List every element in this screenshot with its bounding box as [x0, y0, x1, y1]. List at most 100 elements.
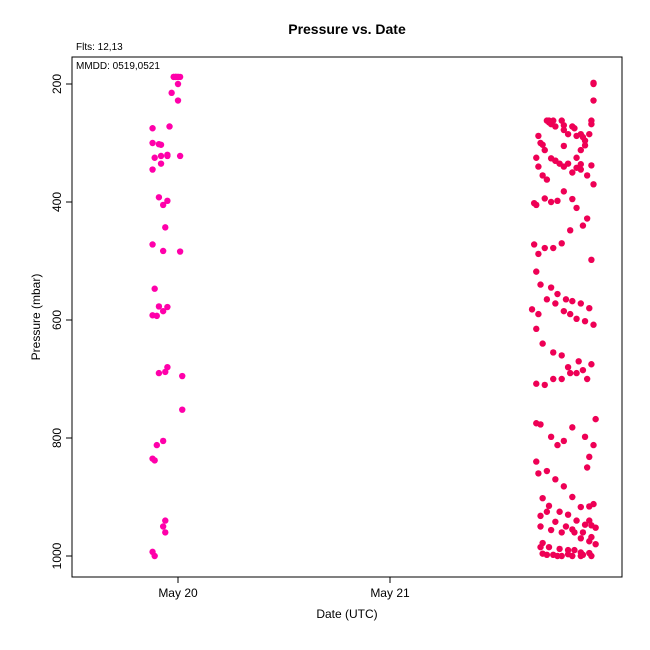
data-point [543, 467, 551, 475]
data-point [552, 476, 559, 483]
data-point [562, 296, 570, 303]
data-point [562, 523, 570, 530]
data-point [151, 552, 158, 560]
data-point [581, 521, 589, 528]
data-point [577, 146, 584, 154]
plot-frame [71, 56, 623, 578]
data-point [569, 297, 576, 305]
data-point [573, 369, 580, 377]
data-point [159, 201, 167, 209]
data-point [573, 517, 580, 524]
data-point [560, 126, 568, 134]
y-tick-label: 800 [50, 428, 64, 448]
data-point [533, 325, 540, 333]
x-axis-label: Date (UTC) [316, 607, 377, 621]
data-point [166, 123, 173, 130]
x-axis: May 20 May 21 [158, 577, 410, 600]
data-point [541, 244, 548, 252]
data-point [539, 172, 546, 179]
data-point [592, 541, 599, 548]
data-point [569, 493, 576, 501]
data-point [539, 141, 546, 148]
data-point [530, 241, 538, 248]
data-point [558, 352, 565, 359]
data-point [590, 80, 597, 88]
data-point [579, 366, 587, 374]
data-point [149, 241, 156, 248]
data-point [151, 154, 158, 161]
data-point [547, 433, 555, 441]
data-point [552, 518, 559, 525]
data-point [550, 375, 557, 383]
data-point [552, 300, 559, 307]
data-point [564, 160, 572, 167]
data-point [149, 139, 156, 147]
data-point [577, 300, 584, 307]
data-point [547, 198, 555, 206]
data-point [550, 244, 557, 252]
data-point [592, 524, 599, 531]
data-point [573, 315, 580, 323]
data-point [153, 441, 160, 449]
data-point [588, 256, 595, 264]
data-point [179, 406, 186, 413]
data-point [554, 197, 561, 205]
data-point [586, 305, 593, 312]
data-point [556, 508, 563, 515]
data-point [569, 424, 576, 431]
data-point [577, 503, 584, 511]
data-point [539, 539, 546, 547]
data-point [159, 247, 167, 255]
data-point [543, 296, 551, 303]
y-axis: 200 400 600 800 1000 [50, 74, 72, 569]
data-point [590, 441, 597, 449]
data-points [149, 73, 599, 560]
data-point [159, 307, 167, 315]
x-tick-label: May 21 [370, 586, 410, 600]
data-point [567, 310, 574, 318]
data-point [545, 543, 553, 551]
data-point [162, 224, 169, 231]
data-point [157, 141, 165, 148]
data-point [560, 142, 568, 150]
data-point [586, 130, 593, 138]
data-point [579, 529, 587, 536]
data-point [567, 369, 574, 377]
data-point [149, 125, 156, 132]
data-point [162, 517, 169, 524]
data-point [179, 372, 186, 380]
data-point [586, 453, 593, 461]
data-point [541, 146, 548, 154]
flights-annotation: Flts: 12,13 [76, 42, 123, 53]
data-point [547, 526, 555, 534]
data-point [552, 157, 559, 164]
data-point [533, 458, 540, 465]
data-point [533, 154, 540, 161]
data-point [535, 163, 542, 170]
data-point [583, 464, 591, 471]
data-point [577, 552, 584, 560]
y-axis-label: Pressure (mbar) [29, 274, 43, 361]
data-point [550, 551, 557, 559]
data-point [590, 500, 597, 508]
data-point [554, 290, 561, 298]
y-tick-label: 600 [50, 310, 64, 330]
data-point [159, 523, 167, 530]
data-point [564, 130, 572, 138]
data-point [573, 154, 580, 161]
mmdd-annotation: MMDD: 0519,0521 [76, 61, 160, 72]
data-point [157, 152, 165, 160]
data-point [590, 321, 597, 328]
data-point [543, 508, 551, 515]
data-point [590, 97, 597, 104]
chart-title: Pressure vs. Date [288, 21, 406, 37]
data-point [535, 132, 542, 140]
data-point [552, 123, 559, 130]
data-point [176, 248, 184, 255]
data-point [157, 160, 165, 167]
data-point [533, 201, 540, 209]
data-point [539, 550, 546, 557]
data-point [588, 162, 595, 169]
data-point [164, 364, 171, 371]
data-point [558, 552, 565, 560]
